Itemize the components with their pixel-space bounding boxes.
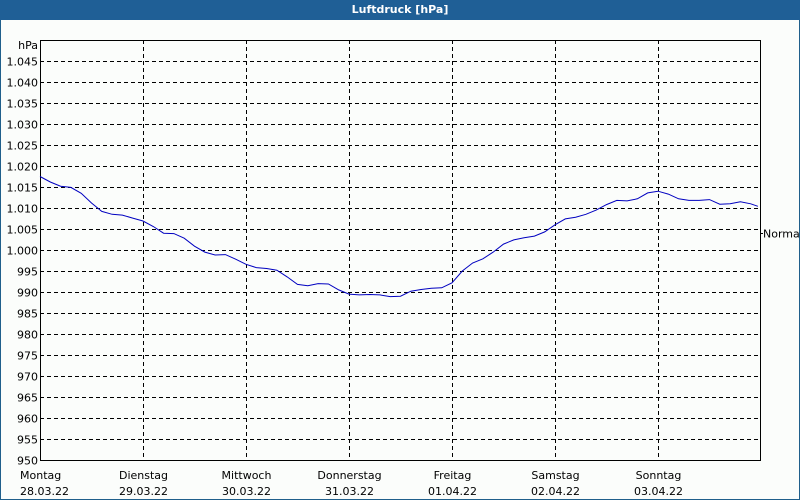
x-tick-date: 29.03.22 bbox=[119, 485, 168, 498]
y-tick-label: 990 bbox=[17, 287, 38, 300]
x-tick-date: 02.04.22 bbox=[531, 485, 580, 498]
grid-lines bbox=[40, 40, 763, 460]
y-tick-label: 995 bbox=[17, 266, 38, 279]
y-tick-label: 960 bbox=[17, 413, 38, 426]
x-tick-day: Donnerstag bbox=[317, 469, 381, 482]
y-axis-unit: hPa bbox=[18, 39, 38, 52]
y-tick-label: 980 bbox=[17, 329, 38, 342]
plot-border bbox=[40, 40, 761, 461]
x-tick-day: Dienstag bbox=[119, 469, 168, 482]
y-tick-label: 985 bbox=[17, 308, 38, 321]
y-axis-ticks: 950 955 960 965 970 975 980 985 990 995 1.000 1.005… bbox=[7, 56, 39, 468]
y-tick-label: 975 bbox=[17, 350, 38, 363]
window-title: Luftdruck [hPa] bbox=[0, 0, 800, 20]
x-tick-date: 28.03.22 bbox=[20, 485, 69, 498]
y-tick-label: 1.045 bbox=[7, 56, 39, 69]
y-tick-label: 1.025 bbox=[7, 140, 39, 153]
y-tick-label: 1.005 bbox=[7, 224, 39, 237]
x-tick-day: Montag bbox=[20, 469, 61, 482]
y-tick-label: 955 bbox=[17, 434, 38, 447]
x-tick-day: Sonntag bbox=[636, 469, 682, 482]
y-tick-label: 1.010 bbox=[7, 203, 39, 216]
y-tick-label: 1.020 bbox=[7, 161, 39, 174]
x-tick-date: 03.04.22 bbox=[634, 485, 683, 498]
x-axis-ticks: Montag 28.03.22 Dienstag 29.03.22 Mittwoch 30… bbox=[20, 469, 683, 498]
x-tick-date: 01.04.22 bbox=[428, 485, 477, 498]
normal-reference-label: Normal bbox=[763, 228, 800, 241]
y-tick-label: 1.030 bbox=[7, 119, 39, 132]
pressure-line bbox=[39, 176, 759, 298]
y-tick-label: 950 bbox=[17, 455, 38, 468]
y-tick-label: 1.035 bbox=[7, 98, 39, 111]
x-tick-date: 30.03.22 bbox=[222, 485, 271, 498]
y-tick-label: 970 bbox=[17, 371, 38, 384]
x-tick-day: Freitag bbox=[434, 469, 472, 482]
y-tick-label: 1.015 bbox=[7, 182, 39, 195]
x-tick-date: 31.03.22 bbox=[325, 485, 374, 498]
y-tick-label: 1.040 bbox=[7, 77, 39, 90]
y-tick-label: 965 bbox=[17, 392, 38, 405]
y-tick-label: 1.000 bbox=[7, 245, 39, 258]
x-tick-day: Mittwoch bbox=[222, 469, 272, 482]
x-tick-day: Samstag bbox=[531, 469, 579, 482]
